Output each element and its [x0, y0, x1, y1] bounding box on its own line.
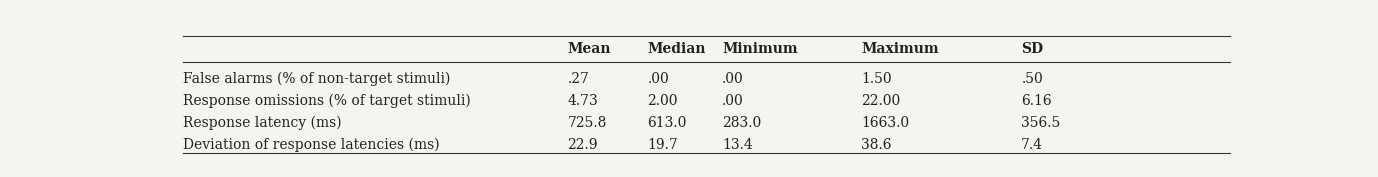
Text: 6.16: 6.16: [1021, 94, 1051, 108]
Text: .00: .00: [722, 94, 744, 108]
Text: Deviation of response latencies (ms): Deviation of response latencies (ms): [183, 137, 440, 152]
Text: .50: .50: [1021, 72, 1043, 86]
Text: Response latency (ms): Response latency (ms): [183, 116, 342, 130]
Text: 613.0: 613.0: [648, 116, 686, 130]
Text: 4.73: 4.73: [568, 94, 598, 108]
Text: Maximum: Maximum: [861, 42, 938, 56]
Text: .00: .00: [648, 72, 670, 86]
Text: SD: SD: [1021, 42, 1043, 56]
Text: Median: Median: [648, 42, 706, 56]
Text: 2.00: 2.00: [648, 94, 678, 108]
Text: Response omissions (% of target stimuli): Response omissions (% of target stimuli): [183, 94, 471, 108]
Text: Minimum: Minimum: [722, 42, 798, 56]
Text: 725.8: 725.8: [568, 116, 606, 130]
Text: Mean: Mean: [568, 42, 610, 56]
Text: 1.50: 1.50: [861, 72, 892, 86]
Text: 7.4: 7.4: [1021, 138, 1043, 152]
Text: .00: .00: [722, 72, 744, 86]
Text: 38.6: 38.6: [861, 138, 892, 152]
Text: 19.7: 19.7: [648, 138, 678, 152]
Text: 13.4: 13.4: [722, 138, 752, 152]
Text: 356.5: 356.5: [1021, 116, 1061, 130]
Text: 1663.0: 1663.0: [861, 116, 909, 130]
Text: 283.0: 283.0: [722, 116, 762, 130]
Text: False alarms (% of non-target stimuli): False alarms (% of non-target stimuli): [183, 72, 451, 86]
Text: 22.00: 22.00: [861, 94, 900, 108]
Text: 22.9: 22.9: [568, 138, 598, 152]
Text: .27: .27: [568, 72, 590, 86]
